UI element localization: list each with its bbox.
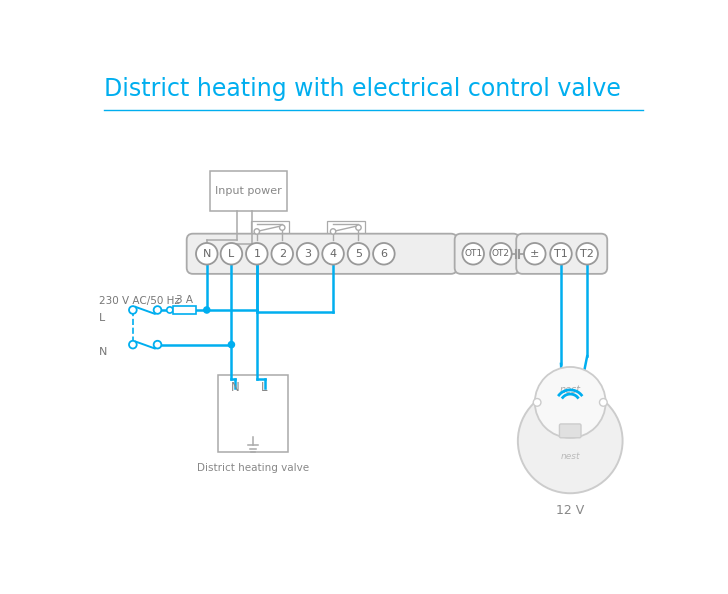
- FancyBboxPatch shape: [210, 172, 287, 211]
- Text: Input power: Input power: [215, 187, 282, 197]
- Text: T2: T2: [580, 249, 594, 259]
- Circle shape: [323, 243, 344, 264]
- Circle shape: [577, 243, 598, 264]
- Text: 6: 6: [381, 249, 387, 259]
- FancyBboxPatch shape: [218, 375, 288, 453]
- Text: 4: 4: [330, 249, 336, 259]
- Circle shape: [518, 388, 622, 493]
- Circle shape: [533, 399, 541, 406]
- Text: N: N: [99, 347, 107, 358]
- Circle shape: [221, 243, 242, 264]
- Circle shape: [167, 307, 173, 313]
- Circle shape: [550, 243, 571, 264]
- Circle shape: [204, 307, 210, 313]
- Circle shape: [535, 367, 606, 438]
- Text: nest: nest: [561, 452, 580, 461]
- Circle shape: [246, 243, 268, 264]
- FancyBboxPatch shape: [559, 424, 581, 438]
- Circle shape: [524, 243, 545, 264]
- Text: L: L: [229, 249, 234, 259]
- Text: OT1: OT1: [464, 249, 482, 258]
- Text: nest: nest: [560, 385, 581, 395]
- Circle shape: [154, 341, 162, 349]
- Circle shape: [129, 341, 137, 349]
- Text: 1: 1: [253, 249, 261, 259]
- Text: 230 V AC/50 Hz: 230 V AC/50 Hz: [99, 296, 180, 306]
- FancyBboxPatch shape: [455, 233, 520, 274]
- Text: District heating valve: District heating valve: [197, 463, 309, 473]
- Circle shape: [129, 306, 137, 314]
- Circle shape: [229, 342, 234, 347]
- FancyBboxPatch shape: [173, 306, 196, 314]
- Text: OT2: OT2: [492, 249, 510, 258]
- Circle shape: [331, 229, 336, 234]
- Text: 3 A: 3 A: [176, 295, 193, 305]
- Text: District heating with electrical control valve: District heating with electrical control…: [103, 77, 620, 102]
- Text: T1: T1: [554, 249, 568, 259]
- Circle shape: [490, 243, 512, 264]
- Circle shape: [348, 243, 369, 264]
- Text: N: N: [202, 249, 211, 259]
- Text: 12 V: 12 V: [556, 504, 585, 517]
- Circle shape: [154, 306, 162, 314]
- Text: 2: 2: [279, 249, 286, 259]
- Circle shape: [462, 243, 484, 264]
- FancyBboxPatch shape: [516, 233, 607, 274]
- Circle shape: [297, 243, 318, 264]
- Circle shape: [272, 243, 293, 264]
- Circle shape: [280, 225, 285, 230]
- Text: L: L: [261, 381, 268, 394]
- FancyBboxPatch shape: [186, 233, 457, 274]
- Text: ±: ±: [530, 249, 539, 259]
- Circle shape: [599, 399, 607, 406]
- Text: 3: 3: [304, 249, 311, 259]
- Circle shape: [196, 243, 218, 264]
- Circle shape: [356, 225, 361, 230]
- Text: N: N: [231, 381, 240, 394]
- Text: 5: 5: [355, 249, 362, 259]
- Circle shape: [373, 243, 395, 264]
- Circle shape: [254, 229, 259, 234]
- Text: L: L: [99, 312, 106, 323]
